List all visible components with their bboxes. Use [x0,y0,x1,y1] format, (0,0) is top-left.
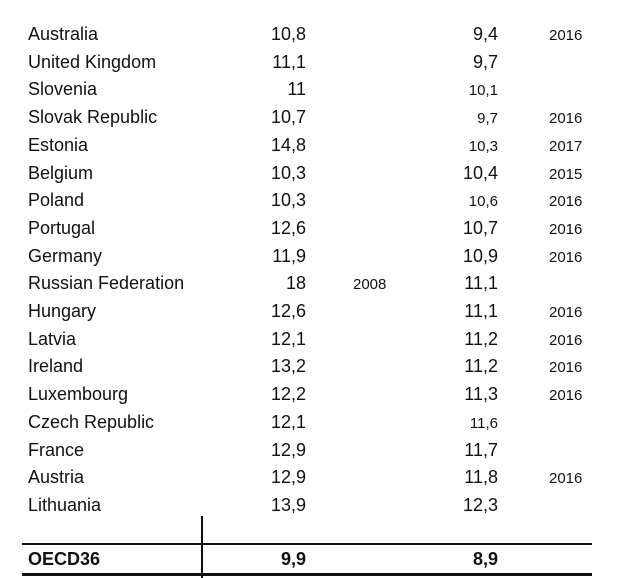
country-cell: Latvia [28,328,77,349]
value2-cell: 12,3 [462,494,498,515]
value1-cell: 12,9 [270,467,306,488]
value1-cell: 10,8 [270,24,306,44]
value2-cell: 11,2 [464,356,498,377]
year2-cell: 2016 [549,248,583,266]
value2-cell: 9,7 [472,51,498,72]
table-row: Czech Republic 12,1 11,6 [0,408,622,436]
country-cell: Luxembourg [28,384,129,405]
value2-cell: 10,6 [468,193,498,211]
country-cell: Czech Republic [28,411,155,432]
value1-cell: 12,2 [270,384,306,405]
value1-cell: 11,9 [272,245,306,266]
table-row: Austria 12,9 11,8 2016 [0,463,622,491]
country-cell: Estonia [28,134,89,155]
year1-cell: 2008 [353,276,387,294]
value1-cell: 13,9 [270,494,306,515]
value2-cell: 11,2 [464,328,498,349]
table-row: Germany 11,9 10,9 2016 [0,242,622,270]
total-row: OECD36 9,9 8,9 [0,545,622,573]
total-top-rule [22,543,592,545]
value1-cell: 12,1 [270,411,306,432]
value1-cell: 10,3 [270,190,306,211]
value2-cell: 10,3 [468,137,498,155]
table-row: Australia 10,8 9,4 2016 [0,20,622,48]
country-cell: Germany [28,245,103,266]
table-row: France 12,9 11,7 [0,436,622,464]
value1-cell: 12,6 [270,301,306,321]
country-cell: Lithuania [28,494,102,515]
table-row: Portugal 12,6 10,7 2016 [0,214,622,242]
year2-cell: 2016 [549,27,583,44]
country-cell: Portugal [28,217,96,238]
value1-cell: 10,7 [270,107,306,128]
value1-cell: 10,3 [270,162,306,183]
table-row: Lithuania 13,9 12,3 [0,491,622,519]
value1-cell: 11,1 [272,51,306,72]
country-cell: Poland [28,190,85,211]
value1-cell: 12,1 [270,328,306,349]
country-cell: Belgium [28,162,94,183]
value2-cell: 10,9 [462,245,498,266]
value1-cell: 18 [285,273,306,294]
year2-cell: 2017 [549,137,583,155]
country-cell: Slovak Republic [28,107,158,128]
column-divider [201,516,203,578]
year2-cell: 2015 [549,165,583,183]
table-row: Russian Federation 18 2008 11,1 [0,269,622,297]
table-row: Hungary 12,6 11,1 2016 [0,297,622,325]
value2-cell: 11,7 [464,439,498,460]
total-value2: 8,9 [472,549,498,569]
year2-cell: 2016 [549,387,583,405]
total-value1: 9,9 [280,549,306,569]
year2-cell: 2016 [549,359,583,377]
country-cell: United Kingdom [28,51,157,72]
year2-cell: 2016 [549,110,583,128]
year2-cell: 2016 [549,193,583,211]
table-row: Belgium 10,3 10,4 2015 [0,159,622,187]
table-row: Estonia 14,8 10,3 2017 [0,131,622,159]
value1-cell: 12,6 [270,217,306,238]
country-cell: Slovenia [28,79,98,100]
table-row: Slovenia 11 10,1 [0,75,622,103]
value2-cell: 11,8 [464,467,498,488]
value2-cell: 11,1 [464,301,498,321]
table-row: United Kingdom 11,1 9,7 [0,48,622,76]
year2-cell: 2016 [549,304,583,321]
table-row: Luxembourg 12,2 11,3 2016 [0,380,622,408]
table-row: Latvia 12,1 11,2 2016 [0,325,622,353]
value1-cell: 14,8 [270,134,306,155]
total-country: OECD36 [28,549,101,569]
value1-cell: 12,9 [270,439,306,460]
value2-cell: 10,7 [462,217,498,238]
value2-cell: 10,4 [462,162,498,183]
country-cell: France [28,439,85,460]
table-row: Poland 10,3 10,6 2016 [0,186,622,214]
country-cell: Ireland [28,356,84,377]
value2-cell: 9,7 [477,110,498,128]
value2-cell: 11,1 [464,273,498,294]
value1-cell: 11 [287,79,306,100]
year2-cell: 2016 [549,220,583,238]
year2-cell: 2016 [549,470,583,488]
table-row: Slovak Republic 10,7 9,7 2016 [0,103,622,131]
country-cell: Hungary [28,301,97,321]
value1-cell: 13,2 [270,356,306,377]
value2-cell: 11,6 [469,414,498,432]
country-cell: Austria [28,467,85,488]
country-cell: Australia [28,24,99,44]
country-cell: Russian Federation [28,273,185,294]
total-bottom-rule [22,573,592,576]
value2-cell: 10,1 [468,82,498,100]
value2-cell: 9,4 [472,24,498,44]
year2-cell: 2016 [549,331,583,349]
table-row: Ireland 13,2 11,2 2016 [0,352,622,380]
value2-cell: 11,3 [464,384,498,405]
